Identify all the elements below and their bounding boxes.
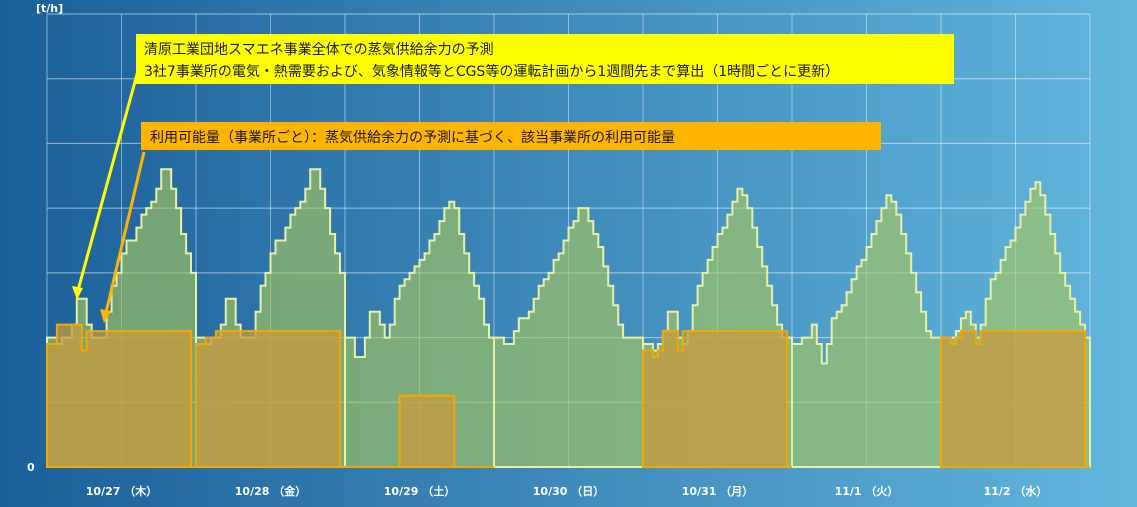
available-amount-area-day-3 [345,394,494,468]
callout-forecast-line2: 3社7事業所の電気・熱需要および、気象情報等とCGS等の運転計画から1週間先まで… [144,63,839,80]
y-zero-label: 0 [27,461,35,474]
x-tick-label: 10/30 （日） [533,485,604,498]
x-tick-label: 11/1 （火） [835,485,899,498]
callout-forecast-line1: 清原工業団地スマエネ事業全体での蒸気供給余力の予測 [144,41,494,58]
x-tick-label: 11/2 （水） [984,484,1048,498]
available-amount-area-day-5 [642,330,792,468]
x-tick-label: 10/31 （月） [682,485,753,498]
callout-forecast-box [136,34,954,84]
callout-arrowhead-forecast [72,286,83,300]
callout-arrowhead-available [100,309,111,323]
y-unit-label: [t/h] [36,2,63,15]
x-tick-label: 10/29 （土） [384,484,455,498]
series-available-amount [46,323,1090,468]
x-tick-label: 10/28 （金） [235,484,306,498]
callout-arrow-available [103,151,146,318]
available-amount-area-day-7 [940,330,1090,468]
x-tick-label: 10/27 （木） [86,484,157,498]
available-amount-area-day-2 [195,330,345,468]
callout-available-text: 利用可能量（事業所ごと）：蒸気供給余力の予測に基づく、該当事業所の利用可能量 [150,129,675,146]
callout-arrow-forecast [75,66,141,295]
steam-capacity-area-day-3 [344,200,495,468]
steam-capacity-area-day-6 [791,194,942,468]
callout-available-box [141,122,881,150]
steam-capacity-area-day-4 [493,207,644,468]
available-amount-area-day-1 [46,323,196,468]
x-axis-ticks: 10/27 （木） 10/28 （金） 10/29 （土） 10/30 （日） 10/3… [86,484,1048,498]
